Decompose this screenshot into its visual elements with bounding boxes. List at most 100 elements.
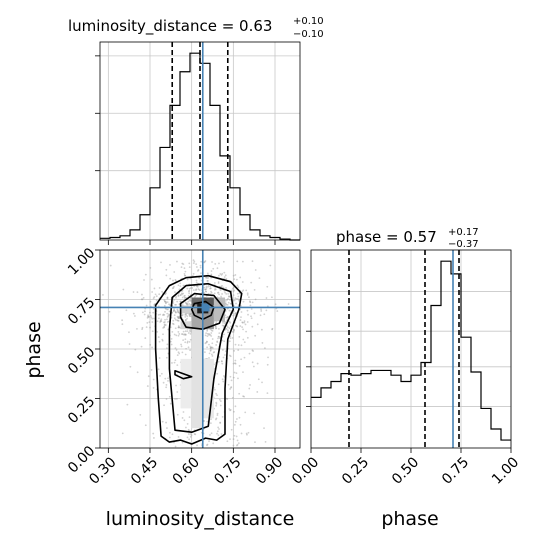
grid bbox=[310, 250, 512, 448]
density-cell bbox=[191, 329, 203, 429]
sample-point bbox=[242, 300, 245, 303]
sample-point bbox=[179, 294, 182, 297]
sample-point bbox=[213, 282, 216, 284]
sample-point bbox=[195, 266, 198, 268]
sample-point bbox=[183, 267, 186, 270]
sample-point bbox=[184, 319, 187, 322]
sample-point bbox=[231, 337, 234, 339]
sample-point bbox=[240, 358, 242, 361]
sample-point bbox=[206, 277, 208, 280]
sample-point bbox=[177, 319, 179, 322]
sample-point bbox=[287, 303, 290, 305]
sample-point bbox=[216, 291, 219, 294]
sample-point bbox=[249, 301, 252, 304]
sample-point bbox=[226, 316, 229, 319]
hist-luminosity-distance-title-sub: −0.10 bbox=[293, 29, 324, 40]
sample-point bbox=[248, 352, 251, 355]
sample-point bbox=[227, 331, 229, 334]
sample-point bbox=[184, 301, 187, 304]
sample-point bbox=[166, 347, 168, 349]
sample-point bbox=[173, 271, 176, 273]
sample-point bbox=[128, 331, 130, 334]
sample-point bbox=[173, 285, 175, 288]
quantile-lines bbox=[348, 250, 460, 448]
sample-point bbox=[177, 311, 180, 313]
sample-point bbox=[165, 384, 168, 386]
sample-point bbox=[233, 299, 236, 302]
sample-point bbox=[195, 281, 198, 284]
sample-point bbox=[208, 357, 210, 359]
sample-point bbox=[215, 417, 218, 420]
sample-point bbox=[144, 273, 147, 276]
sample-point bbox=[265, 309, 268, 312]
sample-point bbox=[227, 383, 230, 386]
sample-point bbox=[143, 279, 145, 281]
sample-point bbox=[177, 334, 180, 337]
sample-point bbox=[149, 300, 152, 303]
sample-point bbox=[161, 420, 164, 423]
sample-point bbox=[184, 313, 187, 315]
sample-point bbox=[257, 378, 260, 381]
histogram-bar bbox=[391, 375, 401, 448]
sample-point bbox=[174, 310, 177, 313]
sample-point bbox=[224, 274, 227, 277]
sample-point bbox=[174, 303, 177, 306]
sample-point bbox=[188, 292, 191, 295]
sample-point bbox=[236, 297, 239, 300]
sample-point bbox=[218, 356, 221, 358]
sample-point bbox=[165, 268, 168, 271]
sample-point bbox=[237, 377, 239, 380]
sample-point bbox=[246, 336, 249, 339]
sample-point bbox=[147, 315, 149, 318]
sample-point bbox=[163, 324, 166, 327]
sample-point bbox=[144, 310, 146, 313]
sample-point bbox=[240, 311, 243, 313]
sample-point bbox=[208, 440, 210, 443]
sample-point bbox=[158, 340, 161, 343]
sample-point bbox=[204, 276, 207, 279]
sample-point bbox=[243, 341, 246, 344]
sample-point bbox=[224, 302, 227, 305]
sample-point bbox=[243, 320, 246, 323]
sample-point bbox=[176, 310, 179, 313]
sample-point bbox=[174, 318, 177, 321]
sample-point bbox=[182, 263, 185, 265]
sample-point bbox=[183, 296, 186, 299]
sample-point bbox=[188, 262, 191, 265]
x-tick-label: 0.60 bbox=[170, 454, 203, 487]
sample-point bbox=[160, 318, 163, 321]
sample-point bbox=[177, 317, 180, 320]
sample-point bbox=[222, 321, 224, 324]
hist-phase-panel: 0.00 0.25 0.50 0.75 1.00 phase = 0.57 +0.17 … bbox=[289, 227, 522, 530]
sample-point bbox=[210, 418, 212, 421]
sample-point bbox=[245, 330, 248, 333]
sample-point bbox=[188, 416, 191, 418]
histogram-bar bbox=[321, 388, 331, 448]
sample-point bbox=[186, 302, 189, 305]
sample-point bbox=[266, 285, 269, 288]
sample-point bbox=[248, 387, 251, 390]
sample-point bbox=[229, 388, 231, 390]
sample-point bbox=[175, 334, 178, 337]
sample-point bbox=[195, 288, 198, 291]
sample-point bbox=[165, 308, 167, 310]
sample-point bbox=[243, 395, 245, 398]
x-tick-label: 0.00 bbox=[289, 454, 322, 487]
hist-phase-title-sub: −0.37 bbox=[448, 239, 479, 250]
histogram-bar bbox=[431, 306, 441, 448]
sample-point bbox=[168, 431, 171, 434]
sample-point bbox=[163, 323, 166, 326]
sample-point bbox=[221, 272, 224, 275]
sample-point bbox=[159, 374, 161, 377]
sample-point bbox=[144, 424, 147, 427]
sample-point bbox=[261, 342, 264, 344]
sample-point bbox=[163, 325, 166, 328]
sample-point bbox=[229, 409, 232, 411]
sample-point bbox=[181, 296, 184, 299]
sample-point bbox=[222, 324, 225, 327]
sample-point bbox=[175, 295, 177, 298]
sample-point bbox=[258, 277, 261, 280]
sample-point bbox=[221, 378, 224, 381]
sample-point bbox=[224, 291, 226, 294]
sample-point bbox=[164, 377, 167, 380]
